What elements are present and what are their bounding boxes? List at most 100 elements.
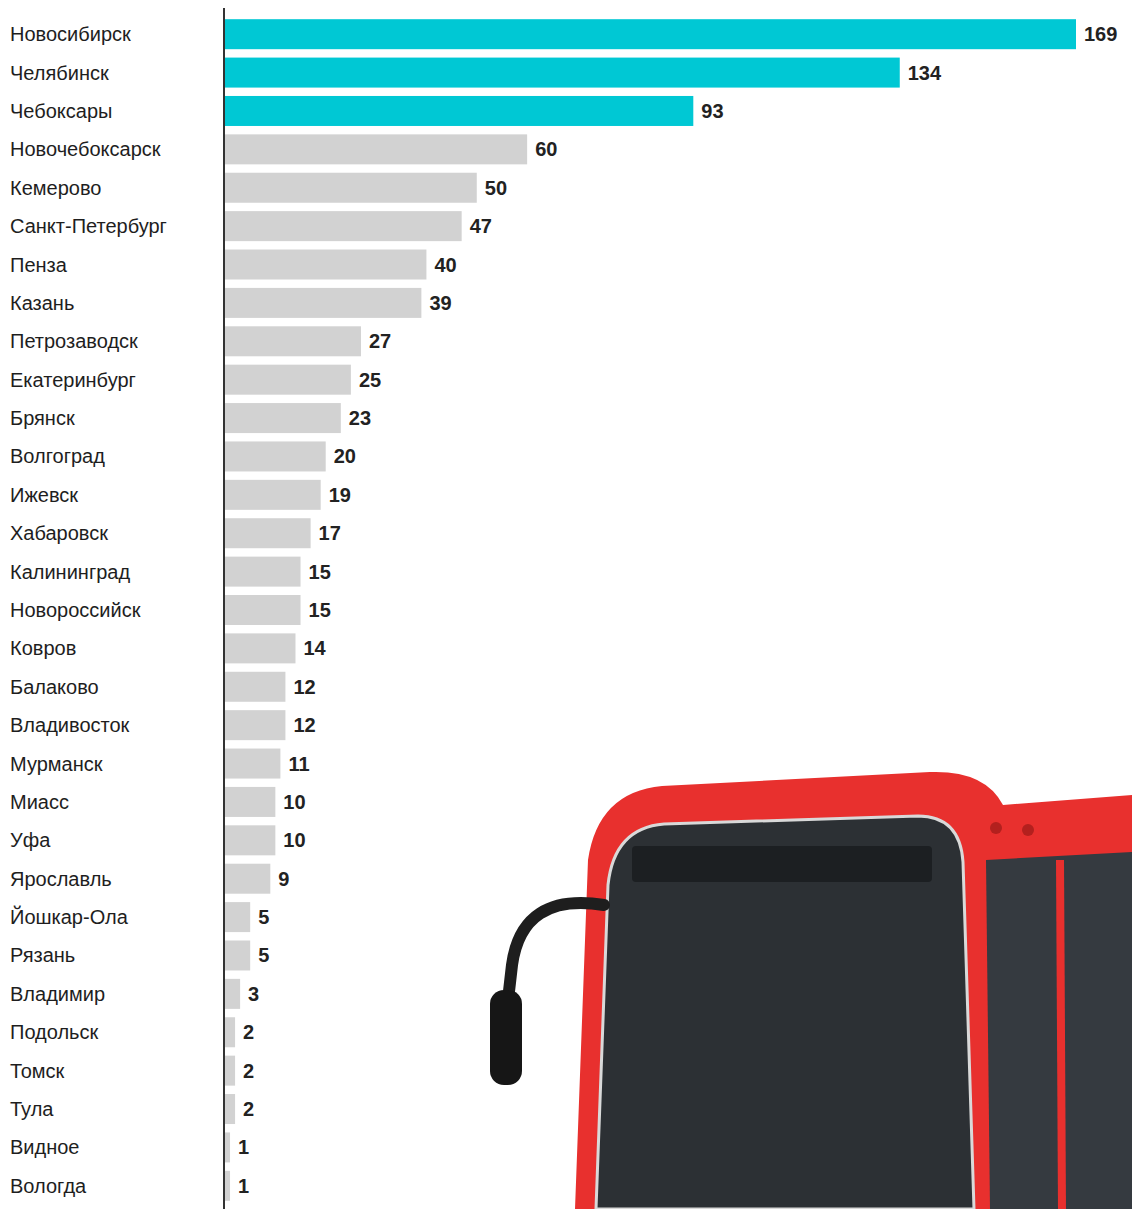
data-label: 19 <box>329 484 351 506</box>
category-label: Ижевск <box>10 484 78 506</box>
chart: Новосибирск169Челябинск134Чебоксары93Нов… <box>0 0 1132 1209</box>
category-label: Петрозаводск <box>10 330 138 352</box>
bar <box>225 250 426 280</box>
bar <box>225 1171 230 1201</box>
category-label: Екатеринбург <box>10 369 136 391</box>
category-label: Вологда <box>10 1175 87 1197</box>
data-label: 2 <box>243 1098 254 1120</box>
category-label: Рязань <box>10 944 75 966</box>
bar <box>225 326 361 356</box>
bar <box>225 365 351 395</box>
data-label: 3 <box>248 983 259 1005</box>
bar <box>225 134 527 164</box>
data-label: 169 <box>1084 23 1117 45</box>
category-label: Волгоград <box>10 445 105 467</box>
bar <box>225 940 250 970</box>
data-label: 9 <box>278 868 289 890</box>
labels: Новосибирск169Челябинск134Чебоксары93Нов… <box>10 23 1117 1197</box>
data-label: 2 <box>243 1021 254 1043</box>
data-label: 25 <box>359 369 381 391</box>
category-label: Хабаровск <box>10 522 108 544</box>
bus-light <box>990 822 1002 834</box>
category-label: Балаково <box>10 676 99 698</box>
data-label: 15 <box>309 599 331 621</box>
data-label: 11 <box>288 753 309 775</box>
bar <box>225 480 321 510</box>
bus-pillar <box>1060 860 1062 1209</box>
bus-windshield <box>596 816 974 1209</box>
bar <box>225 595 301 625</box>
category-label: Тула <box>10 1098 54 1120</box>
category-label: Уфа <box>10 829 51 851</box>
category-label: Ковров <box>10 637 76 659</box>
category-label: Брянск <box>10 407 75 429</box>
category-label: Кемерово <box>10 177 101 199</box>
bar <box>225 1132 230 1162</box>
data-label: 47 <box>470 215 492 237</box>
bar <box>225 441 326 471</box>
bar <box>225 749 280 779</box>
data-label: 10 <box>283 829 305 851</box>
bus-side-window <box>986 852 1132 1209</box>
category-label: Челябинск <box>10 62 109 84</box>
data-label: 40 <box>434 254 456 276</box>
bus-display <box>632 846 932 882</box>
bar <box>225 979 240 1009</box>
bar <box>225 19 1076 49</box>
bar <box>225 96 693 126</box>
data-label: 2 <box>243 1060 254 1082</box>
bar <box>225 787 275 817</box>
bus-mirror-arm <box>508 903 604 1000</box>
bar <box>225 710 285 740</box>
data-label: 60 <box>535 138 557 160</box>
bus-light <box>1022 824 1034 836</box>
data-label: 15 <box>309 561 331 583</box>
bar <box>225 633 295 663</box>
category-label: Миасс <box>10 791 69 813</box>
category-label: Новороссийск <box>10 599 141 621</box>
category-label: Ярославль <box>10 868 112 890</box>
bar <box>225 557 301 587</box>
bus-illustration <box>490 772 1132 1209</box>
data-label: 12 <box>293 676 315 698</box>
category-label: Йошкар-Ола <box>10 905 129 928</box>
bar <box>225 211 462 241</box>
data-label: 1 <box>238 1136 249 1158</box>
category-label: Владивосток <box>10 714 130 736</box>
bar <box>225 288 421 318</box>
data-label: 10 <box>283 791 305 813</box>
bar <box>225 672 285 702</box>
category-label: Томск <box>10 1060 65 1082</box>
category-label: Новочебоксарск <box>10 138 161 160</box>
bar <box>225 1094 235 1124</box>
bar <box>225 1056 235 1086</box>
bus-body <box>575 772 1132 1209</box>
data-label: 134 <box>908 62 942 84</box>
data-label: 93 <box>701 100 723 122</box>
category-label: Санкт-Петербург <box>10 215 167 237</box>
bars <box>225 19 1076 1201</box>
category-label: Калининград <box>10 561 130 583</box>
data-label: 14 <box>303 637 326 659</box>
category-label: Казань <box>10 292 74 314</box>
data-label: 23 <box>349 407 371 429</box>
category-label: Владимир <box>10 983 105 1005</box>
data-label: 27 <box>369 330 391 352</box>
data-label: 20 <box>334 445 356 467</box>
bar <box>225 864 270 894</box>
bus-mirror <box>490 990 522 1085</box>
data-label: 5 <box>258 906 269 928</box>
data-label: 5 <box>258 944 269 966</box>
category-label: Мурманск <box>10 753 103 775</box>
category-label: Подольск <box>10 1021 99 1043</box>
bar <box>225 173 477 203</box>
category-label: Видное <box>10 1136 79 1158</box>
bar <box>225 825 275 855</box>
bar <box>225 403 341 433</box>
category-label: Чебоксары <box>10 100 112 122</box>
data-label: 12 <box>293 714 315 736</box>
bar <box>225 518 311 548</box>
bar <box>225 1017 235 1047</box>
data-label: 39 <box>429 292 451 314</box>
data-label: 50 <box>485 177 507 199</box>
